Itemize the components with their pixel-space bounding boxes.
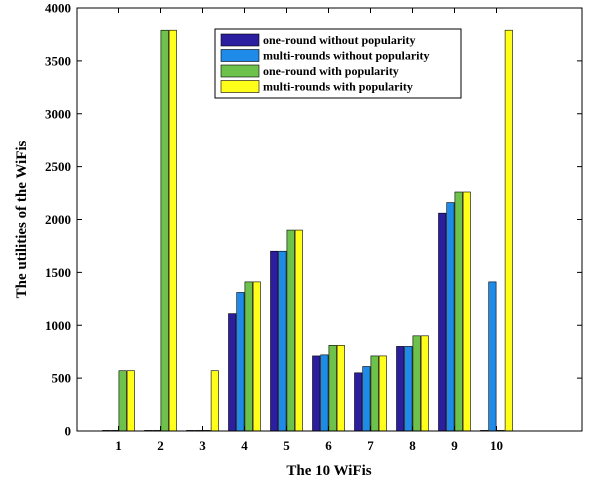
bar-s4-c2 (168, 29, 177, 432)
x-tick-label: 7 (367, 438, 374, 453)
y-tick-label: 2500 (45, 159, 71, 174)
x-tick-label: 10 (490, 438, 503, 453)
legend-label-1: one-round without popularity (263, 33, 415, 47)
bar-s2-c10 (488, 281, 497, 432)
legend-label-2: multi-rounds without popularity (263, 49, 429, 63)
bar-s3-c9 (454, 191, 463, 432)
x-tick-label: 9 (451, 438, 458, 453)
x-tick-label: 6 (325, 438, 332, 453)
y-tick-label: 500 (52, 371, 72, 386)
bar-s4-c4 (252, 281, 261, 432)
bar-s1-c7 (354, 372, 363, 432)
bar-s1-c4 (228, 313, 237, 432)
bar-s3-c1 (118, 370, 127, 432)
y-tick-label: 0 (65, 424, 72, 439)
bar-s1-c9 (438, 212, 447, 432)
legend-label-3: one-round with popularity (263, 64, 399, 78)
y-tick-label: 4000 (45, 1, 71, 16)
bar-s4-c6 (336, 345, 345, 432)
bar-s3-c6 (328, 345, 337, 432)
legend: one-round without popularity multi-rounds… (214, 28, 462, 99)
bar-s3-c4 (244, 281, 253, 432)
bar-s3-c2 (160, 29, 169, 432)
x-tick-label: 5 (283, 438, 290, 453)
x-tick-label: 3 (199, 438, 206, 453)
ticks-layer: 0 500 1000 1500 2000 2500 3000 3500 4000 1 2 3 4 5 6 7 8… (45, 1, 582, 453)
bar-s2-c6 (320, 354, 329, 432)
y-tick-label: 2000 (45, 212, 71, 227)
y-tick-label: 3500 (45, 53, 71, 68)
x-tick-label: 1 (115, 438, 122, 453)
bar-s4-c8 (420, 335, 429, 432)
bar-s4-c3 (210, 370, 219, 432)
x-tick-label: 2 (157, 438, 164, 453)
bar-s2-c7 (362, 366, 371, 432)
bar-s2-c9 (446, 202, 455, 432)
bar-s4-c1 (126, 370, 135, 432)
y-tick-label: 1000 (45, 318, 71, 333)
bars-layer (102, 29, 513, 432)
bar-s3-c8 (412, 335, 421, 432)
legend-label-4: multi-rounds with popularity (263, 80, 413, 94)
bar-s1-c5 (270, 250, 279, 432)
legend-swatch-4 (220, 80, 260, 93)
y-axis-title: The utilities of the WiFis (14, 140, 30, 298)
legend-swatch-3 (220, 64, 260, 78)
bar-s1-c8 (396, 346, 405, 432)
legend-swatch-2 (220, 49, 260, 62)
bar-s2-c4 (236, 292, 245, 432)
bar-s4-c9 (462, 191, 471, 432)
x-axis-title: The 10 WiFis (286, 463, 371, 479)
bar-s4-c10 (504, 29, 513, 432)
bar-s4-c5 (294, 229, 303, 432)
bar-s2-c5 (278, 250, 287, 432)
y-tick-label: 3000 (45, 106, 71, 121)
legend-swatch-1 (220, 33, 260, 47)
y-tick-label: 1500 (45, 265, 71, 280)
x-tick-label: 8 (409, 438, 416, 453)
bar-s2-c8 (404, 346, 413, 432)
bar-s4-c7 (378, 355, 387, 432)
bar-s3-c5 (286, 229, 295, 432)
x-tick-label: 4 (241, 438, 248, 453)
bar-s1-c6 (312, 355, 321, 432)
bar-s3-c7 (370, 355, 379, 432)
